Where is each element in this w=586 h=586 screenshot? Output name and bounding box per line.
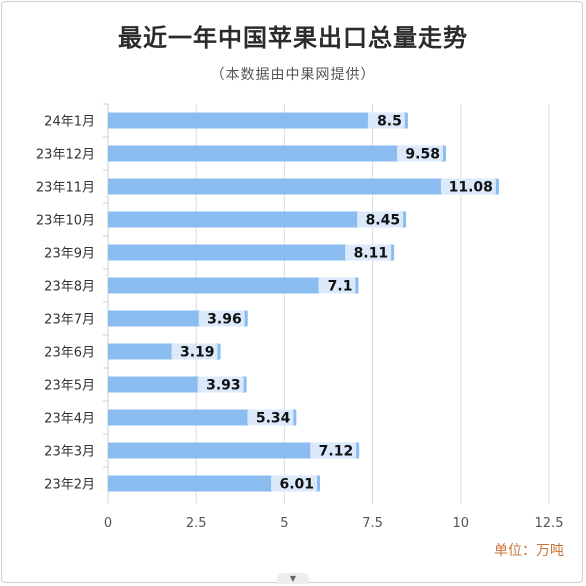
x-tick-label: 7.5 [362, 516, 383, 531]
data-label-bg [396, 145, 443, 162]
category-label: 23年5月 [44, 379, 95, 394]
x-tick-label: 5 [280, 516, 288, 531]
chart-subtitle: （本数据由中果网提供） [210, 67, 376, 83]
category-label: 23年9月 [44, 247, 95, 262]
category-label: 23年4月 [44, 412, 95, 427]
data-label-bg [318, 277, 356, 294]
x-tick-label: 2.5 [186, 516, 207, 531]
data-label-bg [198, 310, 245, 327]
data-label: 9.58 [405, 147, 440, 163]
bar [108, 277, 359, 294]
chevron-down-icon[interactable]: ▼ [277, 573, 309, 584]
data-label: 3.19 [180, 345, 215, 361]
category-label: 23年2月 [44, 478, 95, 493]
data-label: 8.11 [354, 246, 389, 262]
category-label: 23年12月 [36, 148, 95, 163]
category-label: 23年3月 [44, 445, 95, 460]
data-label-bg [440, 178, 496, 195]
data-label-bg [357, 211, 404, 228]
data-label: 3.93 [206, 378, 241, 394]
data-label-bg [197, 376, 244, 393]
data-label: 7.12 [319, 444, 354, 460]
data-label: 8.45 [366, 213, 401, 229]
category-label: 24年1月 [44, 115, 95, 130]
x-tick-label: 12.5 [535, 516, 564, 531]
bar [108, 178, 499, 195]
category-label: 23年7月 [44, 313, 95, 328]
data-label: 3.96 [207, 312, 242, 328]
data-label-bg [271, 475, 318, 492]
category-label: 23年10月 [36, 214, 95, 229]
bar [108, 112, 408, 129]
data-label: 11.08 [449, 180, 493, 196]
category-label: 23年11月 [36, 181, 95, 196]
x-tick-label: 0 [104, 516, 112, 531]
chart-title: 最近一年中国苹果出口总量走势 [118, 24, 468, 52]
data-label-bg [345, 244, 392, 261]
category-label: 23年6月 [44, 346, 95, 361]
data-label-bg [367, 112, 405, 129]
bar [108, 244, 395, 261]
data-label-bg [247, 409, 294, 426]
unit-label: 单位：万吨 [494, 543, 564, 559]
data-label: 8.5 [377, 114, 402, 130]
category-label: 23年8月 [44, 280, 95, 295]
data-label: 6.01 [279, 477, 314, 493]
data-label: 7.1 [328, 279, 353, 295]
data-label-bg [171, 343, 218, 360]
bar [108, 145, 446, 162]
bar [108, 442, 360, 459]
data-label: 5.34 [256, 411, 291, 427]
x-tick-label: 10 [453, 516, 470, 531]
bar [108, 475, 321, 492]
bar [108, 211, 407, 228]
data-label-bg [310, 442, 357, 459]
